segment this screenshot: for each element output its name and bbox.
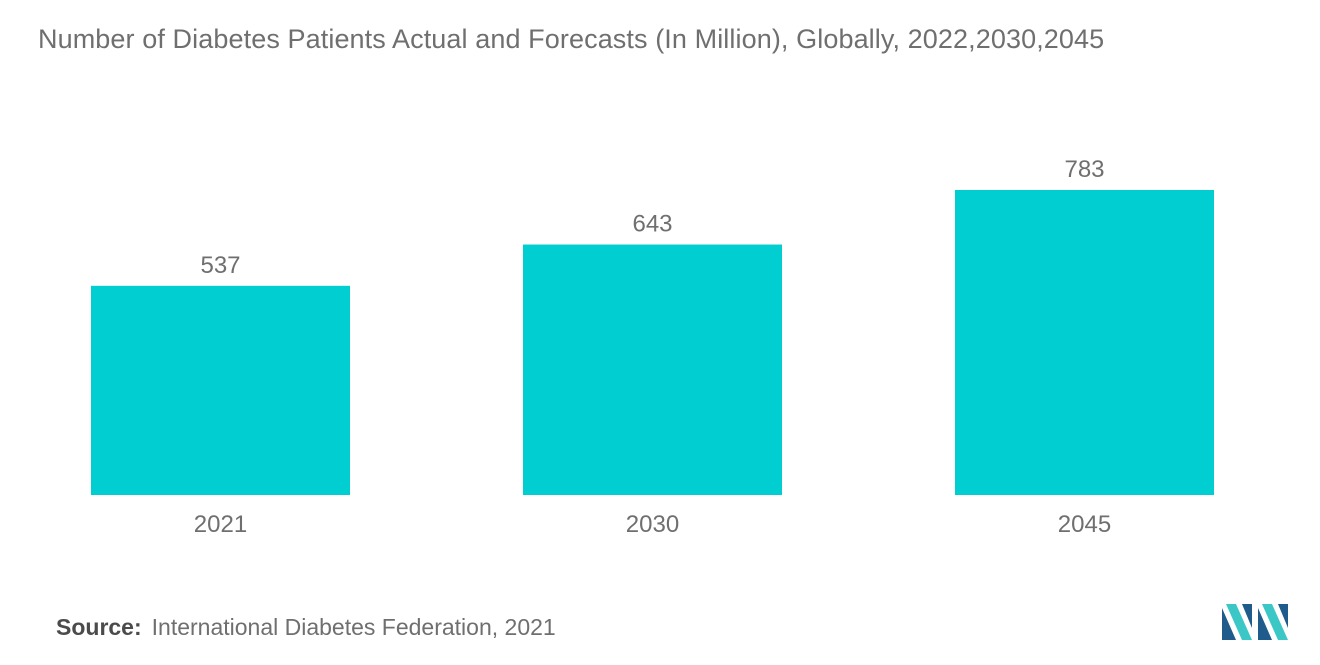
bar-chart: 537 2021 643 2030 783 2045 bbox=[91, 156, 1214, 538]
chart-title: Number of Diabetes Patients Actual and F… bbox=[38, 24, 1105, 54]
bar-2045 bbox=[955, 190, 1214, 495]
x-tick-label-2030: 2030 bbox=[626, 511, 679, 538]
x-tick-label-2021: 2021 bbox=[194, 511, 247, 538]
data-label-2030: 643 bbox=[632, 211, 672, 238]
source-label: Source: bbox=[56, 614, 142, 640]
bar-2030 bbox=[523, 244, 782, 495]
source-note: Source: International Diabetes Federation… bbox=[56, 614, 556, 641]
data-label-2045: 783 bbox=[1064, 156, 1104, 183]
x-tick-label-2045: 2045 bbox=[1058, 511, 1111, 538]
mordor-logo-icon bbox=[1222, 604, 1288, 640]
bar-2021 bbox=[91, 285, 350, 495]
data-label-2021: 537 bbox=[200, 252, 240, 279]
source-text: International Diabetes Federation, 2021 bbox=[151, 614, 556, 640]
